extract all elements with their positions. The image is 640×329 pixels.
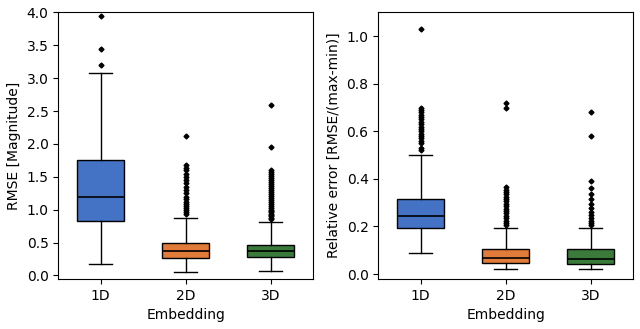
PathPatch shape <box>397 199 444 228</box>
PathPatch shape <box>163 242 209 258</box>
Y-axis label: RMSE [Magnitude]: RMSE [Magnitude] <box>7 82 21 210</box>
X-axis label: Embedding: Embedding <box>146 308 225 322</box>
PathPatch shape <box>247 244 294 257</box>
PathPatch shape <box>77 160 124 221</box>
X-axis label: Embedding: Embedding <box>466 308 545 322</box>
PathPatch shape <box>483 249 529 263</box>
PathPatch shape <box>567 249 614 264</box>
Y-axis label: Relative error [RMSE/(max-min)]: Relative error [RMSE/(max-min)] <box>327 33 341 258</box>
